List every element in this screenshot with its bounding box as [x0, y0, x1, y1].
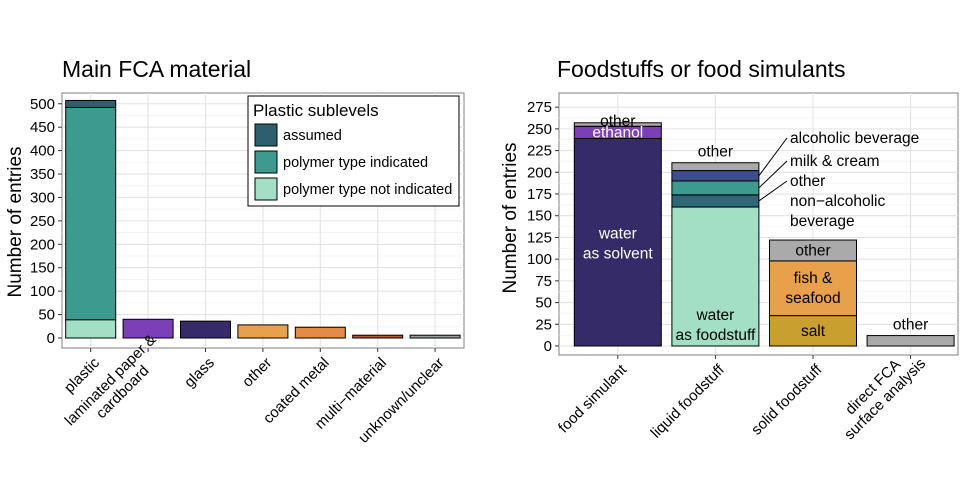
- bar-segment: [237, 324, 289, 339]
- callouts: other non−alcoholic beverage milk & cream al…: [758, 130, 919, 230]
- legend-title: Plastic sublevels: [253, 101, 379, 120]
- y-tick-label: 0: [544, 338, 552, 355]
- y-tick-label: 275: [527, 99, 552, 116]
- chart-title: Foodstuffs or food simulants: [557, 56, 846, 82]
- bar-segment: [65, 99, 117, 108]
- chart-main-fca-material: Main FCA material 0 50 100 150 200 250 300 350 4…: [5, 56, 465, 447]
- bar-segment: [573, 137, 662, 347]
- segment-label: water: [598, 225, 637, 242]
- bar-segment: [671, 170, 760, 182]
- bar-segment: [294, 326, 346, 339]
- segment-label: other: [893, 317, 928, 334]
- y-tick-label: 250: [30, 213, 55, 230]
- y-tick-label: 350: [30, 166, 55, 183]
- y-tick-label: 500: [30, 96, 55, 113]
- callout-label: beverage: [790, 213, 855, 230]
- bar-segment: [671, 162, 760, 172]
- callout-label: other: [790, 173, 825, 190]
- y-tick-label: 175: [527, 186, 552, 203]
- legend-label: assumed: [283, 128, 342, 144]
- bar-segment: [671, 194, 760, 208]
- y-axis-label: Number of entries: [500, 142, 521, 293]
- x-tick-label: liquid foodstuff: [648, 361, 729, 442]
- segment-label: ethanol: [592, 124, 643, 141]
- bar-segment: [573, 122, 662, 127]
- segment-label: water: [695, 307, 734, 324]
- y-axis-label: Number of entries: [5, 146, 26, 297]
- legend-label: polymer type indicated: [283, 155, 428, 171]
- x-tick-label: glass: [181, 354, 218, 391]
- bar-segment: [180, 320, 231, 339]
- x-axis: food simulant liquid foodstuff solid foods…: [555, 343, 929, 443]
- bars: [65, 99, 461, 339]
- segment-label: as solvent: [583, 245, 653, 262]
- x-tick-label: solid foodstuff: [748, 361, 826, 439]
- segment-label: as foodstuff: [675, 327, 756, 344]
- segment-label: other: [600, 113, 635, 130]
- y-tick-label: 75: [535, 273, 552, 290]
- y-tick-label: 400: [30, 143, 55, 160]
- y-tick-label: 300: [30, 189, 55, 206]
- callout-label: alcoholic beverage: [790, 130, 919, 147]
- bar-segment: [352, 334, 404, 339]
- legend-key: [254, 150, 278, 174]
- x-tick-label: other: [239, 354, 275, 390]
- y-tick-label: 25: [535, 316, 552, 333]
- callout-line: [758, 180, 788, 202]
- legend-entries: assumed polymer type indicated polymer typ…: [254, 123, 452, 201]
- y-tick-label: 150: [527, 208, 552, 225]
- legend: Plastic sublevels assumed polymer type in…: [247, 95, 460, 207]
- bar-segment: [769, 239, 857, 262]
- chart-foodstuffs: Foodstuffs or food simulants water as sol…: [500, 56, 959, 443]
- bars: [573, 122, 955, 347]
- bar-segment: [65, 106, 117, 321]
- bar-segment: [409, 334, 461, 339]
- y-tick-label: 100: [30, 283, 55, 300]
- bar-segment: [866, 335, 955, 347]
- y-axis: 0 25 50 75 100 125 150 175 200 225 250 275: [527, 99, 559, 355]
- legend-key: [254, 123, 278, 147]
- y-tick-label: 150: [30, 260, 55, 277]
- callout-label: milk & cream: [790, 153, 880, 170]
- segment-label: other: [698, 144, 733, 161]
- y-tick-label: 50: [535, 295, 552, 312]
- y-tick-label: 200: [30, 236, 55, 253]
- legend-box: [247, 95, 460, 207]
- bar-segment: [671, 206, 760, 347]
- bar-segment: [769, 260, 857, 317]
- legend-label: polymer type not indicated: [283, 182, 452, 198]
- y-tick-label: 450: [30, 119, 55, 136]
- y-tick-label: 0: [47, 330, 55, 347]
- y-tick-label: 50: [38, 307, 55, 324]
- segment-label: seafood: [785, 290, 840, 307]
- chart-title: Main FCA material: [62, 56, 251, 82]
- y-tick-label: 250: [527, 121, 552, 138]
- y-axis: 0 50 100 150 200 250 300 350 400 450 500: [30, 96, 62, 347]
- y-tick-label: 125: [527, 229, 552, 246]
- x-tick-label: food simulant: [555, 361, 631, 437]
- bar-segment: [769, 315, 857, 347]
- segment-label: fish &: [794, 270, 833, 287]
- y-tick-label: 100: [527, 251, 552, 268]
- x-tick-label: direct FCAsurface analysis: [829, 343, 929, 443]
- bar-segment: [65, 319, 117, 339]
- bar-segment: [122, 318, 174, 339]
- y-tick-label: 200: [527, 164, 552, 181]
- callout-line: [758, 137, 788, 177]
- legend-key: [254, 177, 278, 201]
- bar-segment: [671, 180, 760, 196]
- callout-line: [758, 160, 788, 189]
- segment-label: salt: [801, 323, 826, 340]
- y-tick-label: 225: [527, 143, 552, 160]
- callout-label: non−alcoholic: [790, 193, 885, 210]
- segment-label: other: [795, 242, 830, 259]
